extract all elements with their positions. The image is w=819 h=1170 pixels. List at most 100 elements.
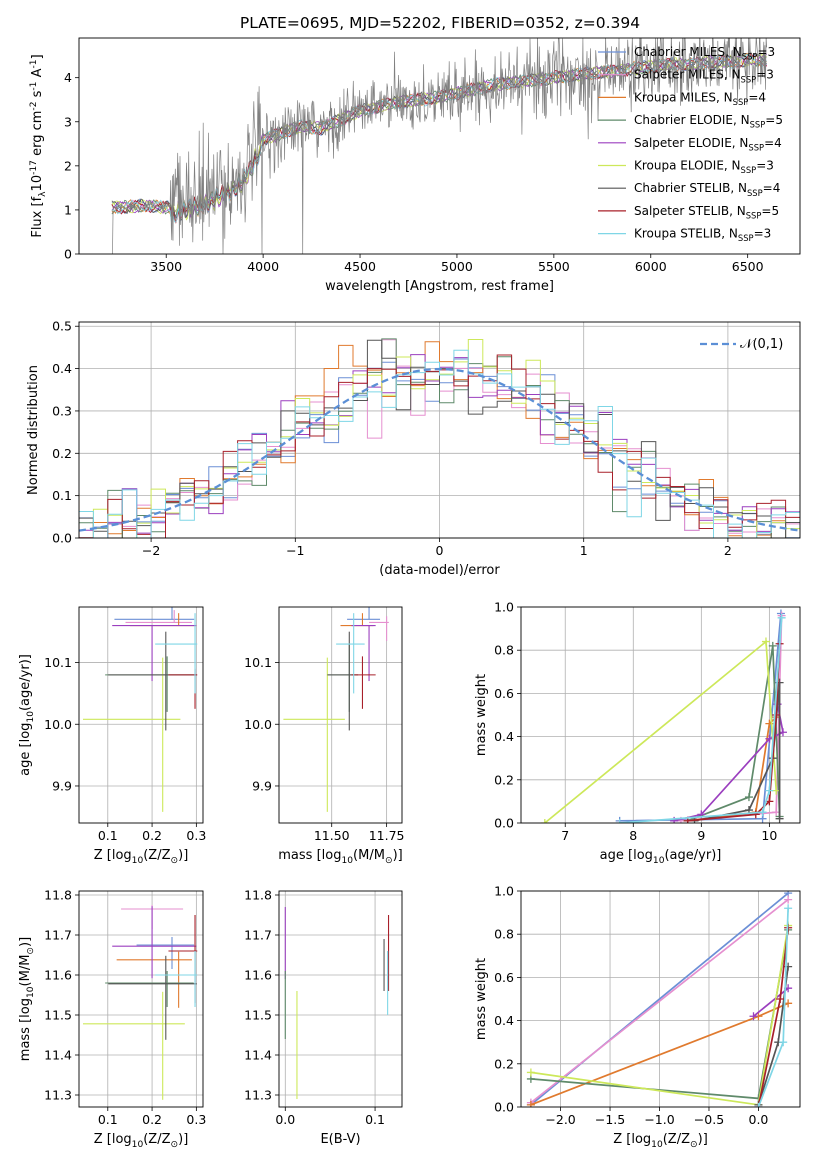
y-tick-label: 0.8 [494, 643, 514, 658]
weight-line [619, 613, 782, 822]
x-tick-label: 0.1 [98, 1112, 118, 1127]
age-vs-metallicity-panel: 0.1 0.2 0.3 9.9 10.0 10.1 Z [log10(Z/Z⊙)] age [… [18, 606, 206, 866]
x-tick-label: −2.0 [545, 1112, 575, 1127]
y-tick-label: 1.0 [494, 600, 514, 615]
y-tick-label: 0.4 [494, 729, 514, 744]
axes-frame [78, 37, 801, 255]
legend-label: Salpeter STELIB, NSSP=5 [634, 204, 779, 221]
x-tick-label: 0.1 [365, 1112, 385, 1127]
x-axis-label: Z [log10(Z/Z⊙)] [613, 1132, 708, 1150]
axes-frame [520, 606, 801, 824]
x-tick-label: −2 [142, 543, 160, 558]
y-tick-label: 11.3 [244, 1088, 272, 1103]
weight-marker [777, 613, 786, 622]
x-tick-label: 3500 [150, 259, 182, 274]
y-tick-label: 0.0 [494, 1100, 514, 1115]
error-bars [284, 907, 390, 1099]
axes-frame [278, 890, 403, 1108]
residuals-panel: −2 −1 0 1 2 0.0 0.1 0.2 0.3 0.4 0.5 (data-model)/er… [26, 319, 801, 578]
weight-marker [526, 1100, 535, 1107]
weight-marker [776, 995, 785, 1003]
spectrum-legend: Chabrier MILES, NSSP=3 Salpeter MILES, NS… [598, 45, 783, 243]
x-axis-label: age [log10(age/yr)] [600, 848, 722, 866]
observed-spectrum-line [111, 38, 768, 254]
weight-marker [772, 711, 781, 719]
weight-marker [765, 786, 774, 795]
y-tick-label: 2 [64, 158, 72, 173]
weight-marker [615, 819, 624, 823]
weight-marker [744, 793, 753, 802]
y-tick-label: 4 [64, 70, 72, 85]
weight-marker [751, 810, 760, 819]
y-tick-label: 10.0 [44, 717, 72, 732]
x-tick-label: 0.1 [98, 828, 118, 843]
x-axis-label: Z [log10(Z/Z⊙)] [94, 1132, 189, 1150]
weight-marker [526, 1068, 535, 1077]
histogram-step [79, 341, 800, 538]
y-tick-label: 11.7 [244, 928, 272, 943]
x-tick-label: 0.2 [142, 1112, 162, 1127]
weight-line [619, 617, 783, 823]
error-bars [82, 905, 198, 1100]
weight-line [530, 898, 789, 1104]
legend-label: Chabrier STELIB, NSSP=4 [634, 181, 780, 198]
y-tick-label: 11.6 [44, 968, 72, 983]
weight-line [687, 716, 777, 822]
y-tick-label: 3 [64, 114, 72, 129]
y-tick-label: 11.7 [44, 928, 72, 943]
y-axis-label: mass [log10(M/M⊙)] [18, 937, 36, 1061]
y-tick-label: 9.9 [252, 778, 272, 793]
x-tick-label: 2 [724, 543, 732, 558]
legend-label: Kroupa ELODIE, NSSP=3 [634, 159, 774, 176]
y-tick-label: 11.5 [44, 1008, 72, 1023]
figure-title: PLATE=0695, MJD=52202, FIBERID=0352, z=0… [240, 14, 640, 32]
weight-marker [754, 1103, 763, 1107]
weight-marker [784, 895, 793, 904]
mass-vs-metallicity-panel: 0.1 0.2 0.3 11.3 11.4 11.5 11.6 11.7 11.8 Z [log1… [18, 888, 206, 1150]
x-tick-label: 4500 [344, 259, 376, 274]
weight-marker [761, 637, 770, 646]
x-tick-label: 0.3 [186, 1112, 206, 1127]
error-bars [283, 607, 389, 812]
axes-frame [520, 890, 801, 1108]
weight-marker [784, 904, 793, 913]
legend-label: Chabrier MILES, NSSP=3 [634, 45, 775, 62]
legend-label: Kroupa STELIB, NSSP=3 [634, 227, 771, 244]
x-axis-label: mass [log10(M/M⊙)] [278, 848, 402, 866]
axes-frame [78, 890, 204, 1108]
y-tick-label: 1 [64, 202, 72, 217]
y-tick-label: 0 [64, 247, 72, 262]
model-spectra [111, 38, 768, 254]
y-tick-label: 1.0 [494, 884, 514, 899]
x-tick-label: 10 [761, 828, 777, 843]
axes-frame [78, 606, 204, 824]
x-tick-label: 6000 [635, 259, 667, 274]
error-bars [82, 607, 198, 812]
legend-label: Kroupa MILES, NSSP=4 [634, 90, 766, 107]
age-vs-mass-panel: 11.50 11.75 9.9 10.0 10.1 mass [log10(M/M⊙)] [244, 606, 405, 866]
x-tick-label: 7 [561, 828, 569, 843]
weight-marker [779, 1038, 788, 1047]
weight-lines [526, 891, 793, 1107]
x-tick-label: 0.2 [142, 828, 162, 843]
y-tick-label: 0.2 [52, 446, 72, 461]
axes-frame [278, 606, 403, 824]
y-tick-label: 11.4 [244, 1048, 272, 1063]
y-tick-label: 0.1 [52, 488, 72, 503]
axes-frame [78, 321, 801, 539]
weight-line [687, 645, 781, 822]
y-tick-label: 11.3 [44, 1088, 72, 1103]
y-tick-label: 10.1 [44, 655, 72, 670]
x-tick-label: 0.3 [186, 828, 206, 843]
y-tick-label: 0.6 [494, 686, 514, 701]
y-tick-label: 0.4 [494, 1013, 514, 1028]
y-tick-label: 11.8 [44, 888, 72, 903]
mass-vs-extinction-panel: 0.0 0.1 11.3 11.4 11.5 11.6 11.7 11.8 E(B-V) [244, 888, 403, 1147]
y-tick-label: 11.5 [244, 1008, 272, 1023]
x-tick-label: 0 [436, 543, 444, 558]
y-tick-label: 11.4 [44, 1048, 72, 1063]
y-tick-label: 10.0 [244, 717, 272, 732]
weight-vs-age-panel: 7 8 9 10 0.0 0.2 0.4 0.6 0.8 1.0 age [log10(age/yr… [474, 600, 801, 866]
weight-vs-metallicity-panel: −2.0 −1.5 −1.0 −0.5 0.0 0.0 0.2 0.4 0.6 0.8 1.0 Z [… [474, 884, 801, 1150]
weight-marker [540, 819, 549, 823]
